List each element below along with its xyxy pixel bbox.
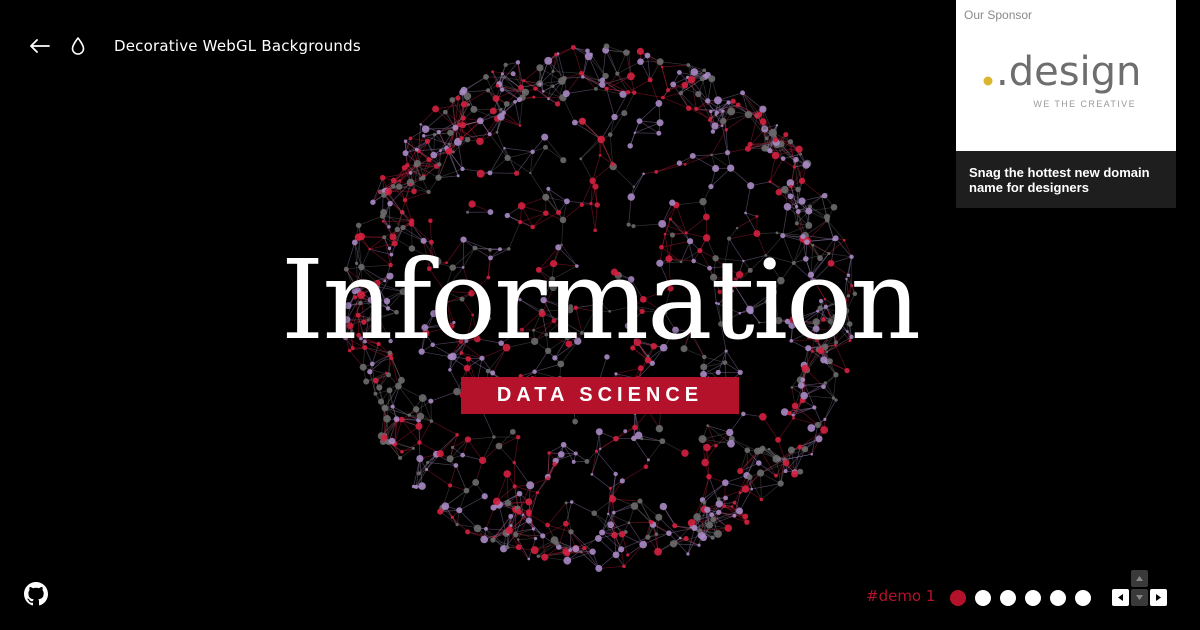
theme-toggle[interactable] (66, 32, 90, 60)
demo-dot-5[interactable] (1050, 590, 1066, 606)
back-link[interactable] (30, 32, 54, 60)
arrow-left-button[interactable] (1112, 589, 1129, 606)
logo-text: .design (996, 49, 1141, 95)
logo-subtext: WE THE CREATIVE (1033, 99, 1136, 109)
demo-pagination (950, 590, 1100, 606)
demo-dot-4[interactable] (1025, 590, 1041, 606)
sponsor-ad: Our Sponsor .design WE THE CREATIVE Snag… (956, 0, 1176, 208)
demo-dot-3[interactable] (1000, 590, 1016, 606)
demo-dot-6[interactable] (1075, 590, 1091, 606)
sponsor-image-link[interactable]: Our Sponsor .design WE THE CREATIVE (956, 0, 1176, 151)
caret-up-icon (1136, 576, 1143, 581)
arrow-right-button[interactable] (1150, 589, 1167, 606)
droplet-icon (71, 37, 85, 55)
sponsor-label: Our Sponsor (964, 8, 1033, 22)
keyboard-nav (1112, 570, 1168, 606)
github-icon (24, 582, 48, 606)
github-link[interactable] (24, 582, 48, 606)
demo-label: #demo 1 (866, 587, 936, 605)
demo-dot-2[interactable] (975, 590, 991, 606)
caret-right-icon (1156, 594, 1161, 601)
top-bar: Decorative WebGL Backgrounds (30, 32, 361, 60)
site-title: Decorative WebGL Backgrounds (114, 37, 361, 55)
demo-dot-1[interactable] (950, 590, 966, 606)
caret-left-icon (1118, 594, 1123, 601)
caret-down-icon (1136, 595, 1143, 600)
arrow-left-icon (30, 39, 50, 53)
hero-tagline: DATA SCIENCE (461, 377, 739, 414)
sponsor-text-link[interactable]: Snag the hottest new domain name for des… (969, 165, 1150, 195)
arrow-up-button[interactable] (1131, 570, 1148, 587)
design-logo: .design WE THE CREATIVE (983, 49, 1141, 109)
arrow-down-button[interactable] (1131, 589, 1148, 606)
hero-title: Information (280, 236, 921, 364)
